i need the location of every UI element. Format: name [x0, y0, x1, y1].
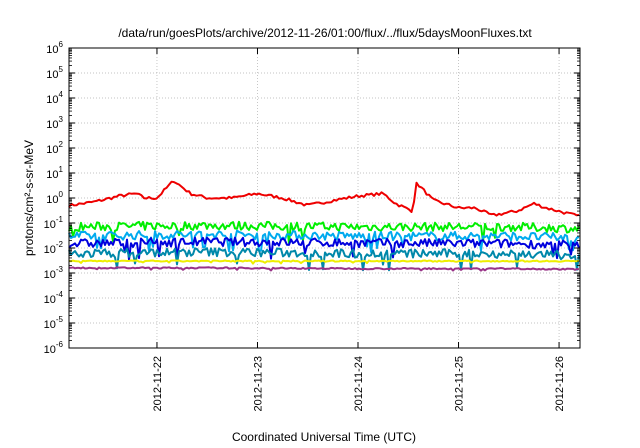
y-tick-label: 10-4	[44, 290, 64, 306]
y-tick-exponent: 0	[59, 190, 64, 199]
x-tick-label: 2012-11-26	[554, 356, 566, 411]
y-tick-label: 102	[46, 140, 63, 156]
y-tick-exponent: -2	[56, 240, 64, 249]
y-tick-exponent: 4	[59, 90, 64, 99]
y-tick-exponent: 3	[59, 115, 64, 124]
y-tick-exponent: -4	[56, 290, 64, 299]
y-tick-label: 105	[46, 65, 63, 81]
y-tick-exponent: -1	[56, 215, 64, 224]
x-tick-label: 2012-11-25	[454, 356, 466, 411]
x-tick-label: 2012-11-24	[353, 356, 365, 411]
y-tick-label: 100	[46, 190, 63, 206]
series-line	[68, 236, 580, 261]
x-tick-label: 2012-11-23	[252, 356, 264, 411]
y-tick-exponent: 5	[59, 65, 64, 74]
x-axis-label: Coordinated Universal Time (UTC)	[232, 430, 416, 444]
y-axis-label: protons/cm²-s-sr-MeV	[22, 140, 36, 256]
x-tick-labels: 2012-11-22 2012-11-23 2012-11-24 2012-11-25…	[152, 48, 566, 411]
y-tick-label: 10-3	[44, 265, 64, 281]
x-tick-label: 2012-11-22	[152, 356, 164, 411]
y-tick-exponent: 1	[59, 165, 64, 174]
y-tick-label: 101	[46, 165, 63, 181]
y-tick-exponent: -5	[56, 315, 64, 324]
y-tick-exponent: 2	[59, 140, 64, 149]
y-tick-label: 10-6	[44, 340, 64, 356]
y-tick-label: 10-1	[44, 215, 64, 231]
y-tick-label: 103	[46, 115, 63, 131]
y-tick-label: 104	[46, 90, 63, 106]
series-line	[68, 266, 580, 272]
y-tick-label: 10-2	[44, 240, 64, 256]
y-tick-label: 106	[46, 40, 63, 56]
series-line	[68, 247, 580, 272]
y-tick-exponent: -3	[56, 265, 64, 274]
y-tick-exponent: -6	[56, 340, 64, 349]
y-tick-labels: 10-610-510-410-310-210-11001011021031041…	[44, 40, 580, 356]
series-group	[68, 180, 580, 272]
series-line	[68, 229, 580, 253]
chart-title: /data/run/goesPlots/archive/2012-11-26/0…	[118, 26, 532, 40]
grid-lines	[69, 48, 580, 348]
y-tick-label: 10-5	[44, 315, 64, 331]
y-tick-exponent: 6	[59, 40, 64, 49]
series-line	[68, 180, 580, 217]
series-line	[68, 220, 580, 245]
series-line	[68, 259, 580, 265]
